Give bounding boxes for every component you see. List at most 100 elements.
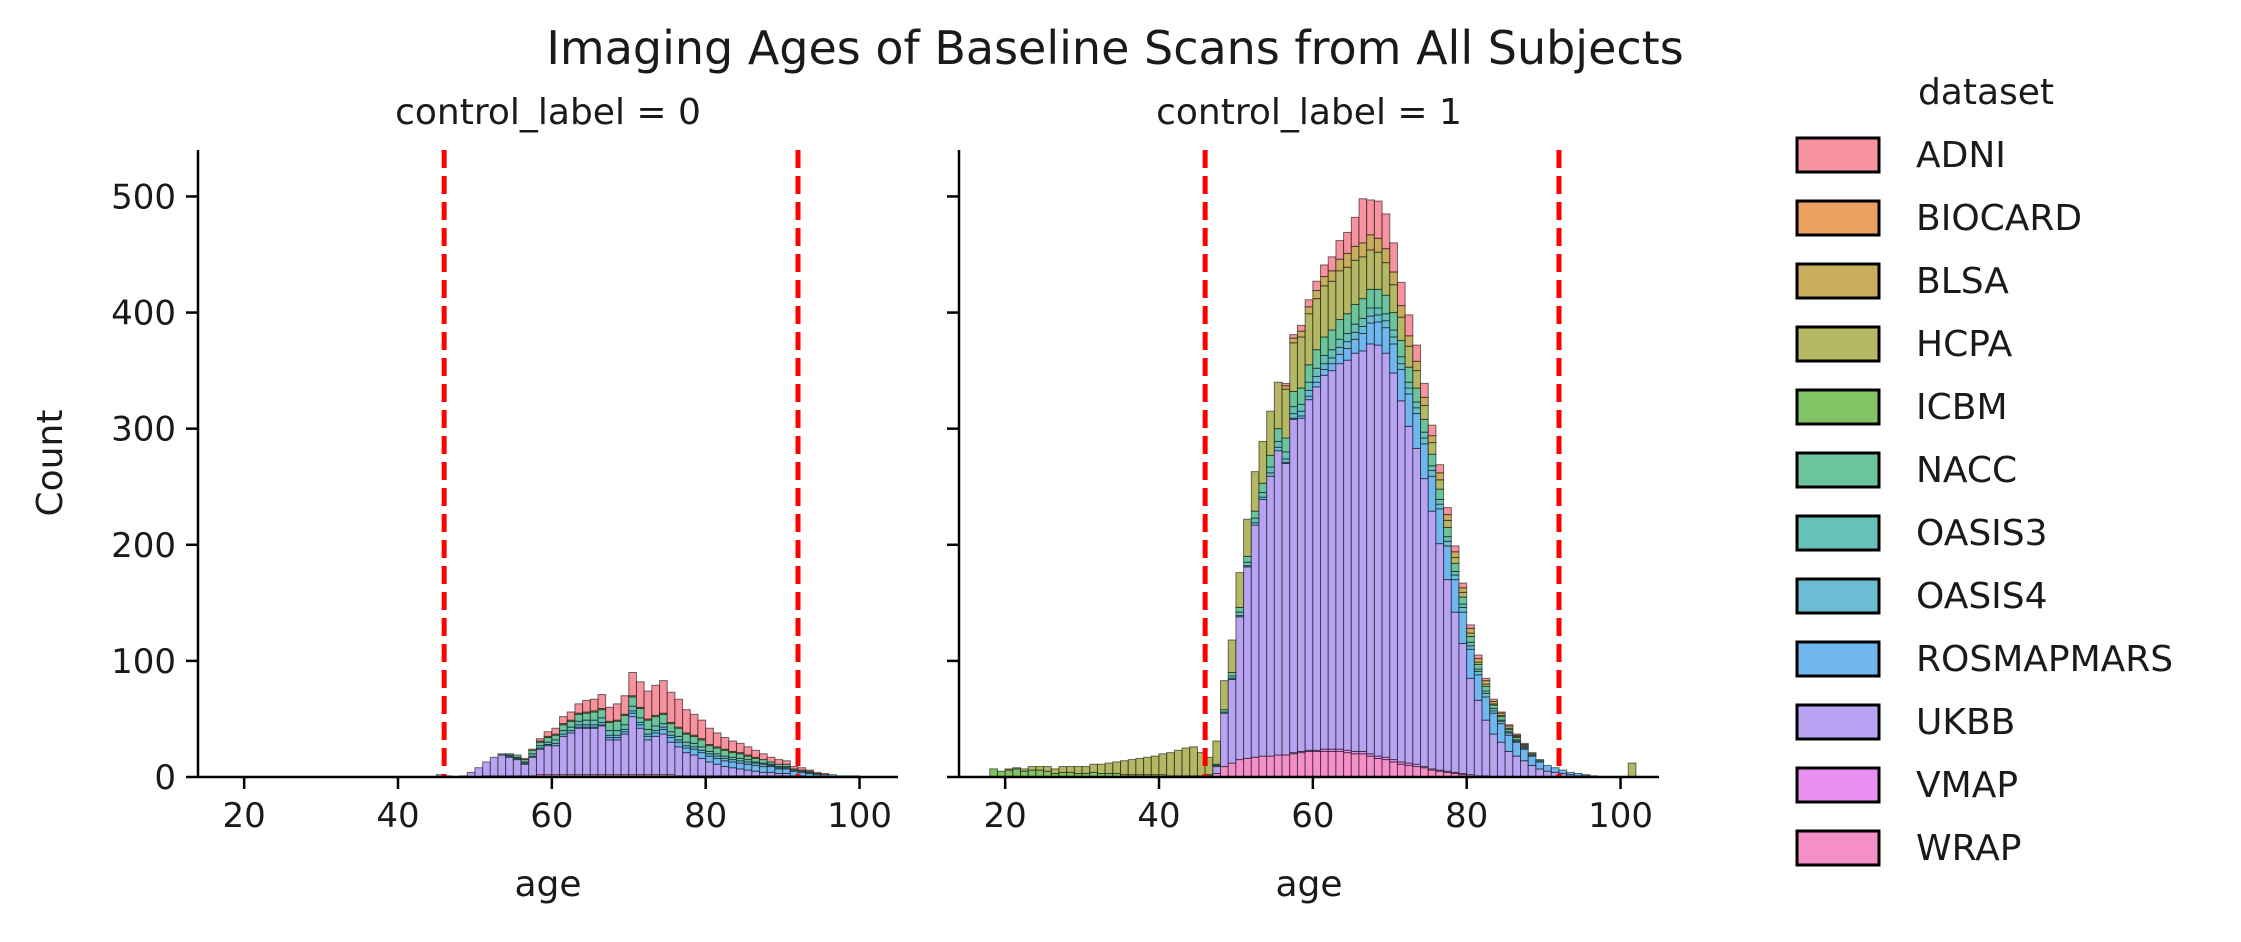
bar-segment-ukbb — [1473, 699, 1483, 777]
bar-segment-oasis4 — [1335, 346, 1345, 355]
bar-segment-hcpa — [1189, 746, 1198, 777]
bar-segment-nacc — [1227, 672, 1237, 677]
bar-segment-ukbb — [666, 741, 676, 776]
bar-segment-ukbb — [1520, 760, 1529, 778]
legend-label: OASIS4 — [1916, 576, 2048, 617]
y-tick-label: 200 — [111, 526, 176, 566]
bar-segment-oasis3 — [1381, 313, 1391, 322]
legend-label: BLSA — [1916, 261, 2009, 302]
bar-segment-wrap — [1358, 753, 1368, 778]
bar-segment-oasis3 — [1366, 307, 1375, 317]
bar-segment-rosmapmars — [666, 737, 676, 743]
bar-segment-rosmapmars — [759, 766, 768, 773]
bar-segment-ukbb — [589, 727, 599, 776]
bar-segment-adni — [643, 690, 653, 720]
bar-segment-oasis3 — [643, 728, 653, 735]
bar-segment-nacc — [1396, 339, 1406, 358]
bar-segment-oasis4 — [1427, 469, 1437, 477]
bar-segment-rosmapmars — [659, 728, 668, 735]
bar-segment-rosmapmars — [1512, 741, 1522, 757]
bar-segment-nacc — [1489, 704, 1498, 709]
x-tick-label: 60 — [1291, 796, 1334, 836]
bar-segment-ukbb — [643, 739, 653, 776]
bar-segment-ukbb — [1381, 352, 1391, 758]
bar-segment-rosmapmars — [1320, 368, 1329, 376]
bar-segment-oasis3 — [1373, 307, 1383, 316]
bar-segment-adni — [728, 740, 737, 752]
legend-swatch — [1795, 766, 1881, 804]
bar-segment-nacc — [751, 757, 761, 763]
bar-segment-adni — [1381, 213, 1391, 250]
bar-segment-nacc — [574, 713, 584, 722]
bar-segment-wrap — [1243, 757, 1252, 778]
bar-segment-blsa — [1466, 627, 1475, 634]
bar-segment-adni — [774, 759, 784, 765]
legend-swatch — [1795, 577, 1881, 615]
bar-segment-ukbb — [628, 716, 637, 776]
bar-segment-ukbb — [1458, 642, 1468, 775]
bar-segment-blsa — [1366, 234, 1375, 251]
bar-segment-oasis3 — [1458, 603, 1468, 608]
bar-segment-ukbb — [635, 727, 645, 776]
bar-segment-adni — [1320, 264, 1329, 278]
bar-segment-rosmapmars — [1312, 381, 1322, 388]
bar-segment-adni — [812, 771, 822, 775]
bar-segment-ukbb — [697, 757, 707, 777]
bar-segment-nacc — [712, 747, 722, 755]
bar-segment-nacc — [1281, 437, 1291, 453]
bar-segment-adni — [682, 709, 691, 734]
bar-segment-nacc — [512, 754, 522, 758]
bar-segment-ukbb — [705, 761, 714, 777]
bar-segment-rosmapmars — [643, 735, 653, 741]
y-tick-label: 500 — [111, 177, 176, 217]
bar-segment-adni — [1496, 711, 1506, 714]
bar-segment-nacc — [1273, 428, 1283, 442]
bar-segment-adni — [620, 695, 630, 715]
bar-segment-oasis4 — [1473, 670, 1483, 676]
bar-segment-oasis3 — [1435, 498, 1445, 505]
bar-segment-blsa — [1304, 306, 1314, 315]
y-axis-label: Count — [30, 410, 71, 517]
bar-segment-blsa — [1458, 587, 1468, 593]
bar-segment-oasis4 — [1412, 407, 1422, 415]
bar-segment-adni — [1420, 382, 1429, 398]
bar-segment-ukbb — [659, 733, 668, 776]
x-tick-label: 100 — [827, 796, 892, 836]
bar-segment-hcpa — [1120, 760, 1129, 776]
legend-label: VMAP — [1916, 765, 2018, 806]
x-tick-label: 80 — [684, 796, 727, 836]
bar-segment-nacc — [1289, 391, 1298, 408]
x-tick-label: 40 — [376, 796, 419, 836]
bar-segment-hcpa — [1350, 259, 1360, 305]
bar-segment-adni — [1458, 582, 1468, 589]
x-tick-label: 20 — [223, 796, 266, 836]
bar-segment-oasis3 — [1389, 329, 1398, 338]
bar-segment-ukbb — [1366, 343, 1375, 755]
bar-segment-ukbb — [1343, 359, 1352, 751]
bar-segment-oasis3 — [612, 730, 622, 736]
bar-segment-adni — [574, 703, 584, 714]
x-tick-label: 100 — [1588, 796, 1653, 836]
legend-item-hcpa: HCPA — [1795, 324, 2013, 365]
legend-item-vmap: VMAP — [1795, 765, 2018, 806]
bar-segment-hcpa — [1058, 766, 1068, 773]
bar-segment-ukbb — [474, 767, 484, 778]
bar-segment-rosmapmars — [1366, 322, 1375, 345]
bar-segment-oasis4 — [1443, 540, 1452, 547]
bar-segment-wrap — [1343, 752, 1352, 778]
bar-segment-oasis4 — [1450, 574, 1460, 581]
bar-segment-rosmapmars — [1458, 611, 1468, 644]
bar-segment-ukbb — [1404, 425, 1414, 764]
bar-segment-ukbb — [620, 733, 630, 776]
bar-segment-hcpa — [1320, 285, 1329, 338]
bar-segment-ukbb — [1335, 363, 1345, 750]
bar-segment-adni — [805, 769, 814, 772]
bar-segment-adni — [712, 732, 722, 748]
bar-segment-oasis3 — [1343, 332, 1352, 343]
bar-segment-blsa — [1443, 514, 1452, 521]
bar-segment-rosmapmars — [1535, 761, 1545, 770]
bar-segment-nacc — [589, 711, 599, 721]
x-tick-label: 80 — [1445, 796, 1488, 836]
bar-segment-ukbb — [1358, 350, 1368, 752]
bar-segment-wrap — [1250, 756, 1260, 778]
